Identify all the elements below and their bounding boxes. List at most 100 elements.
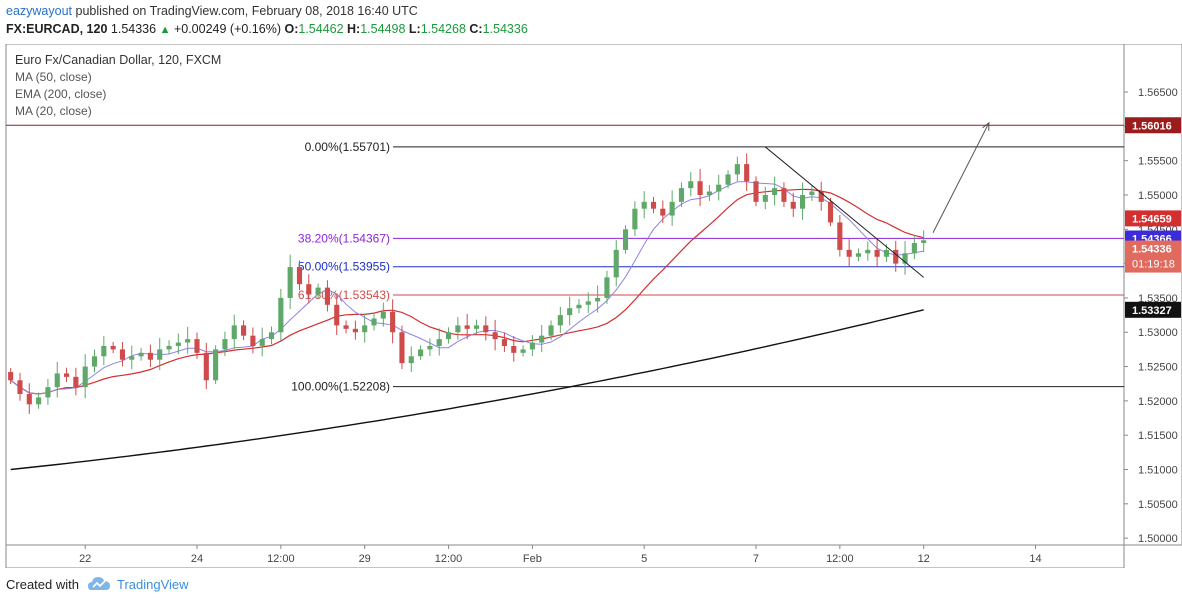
candle-body bbox=[91, 356, 98, 367]
candle-body bbox=[567, 308, 573, 316]
candle-body bbox=[427, 345, 433, 350]
trendline bbox=[764, 146, 925, 278]
candle-body bbox=[893, 249, 899, 264]
candle-body bbox=[315, 287, 321, 295]
candle-body bbox=[334, 304, 340, 326]
time-tick-label: 7 bbox=[753, 553, 759, 565]
candle-body bbox=[762, 194, 768, 202]
candle-body bbox=[818, 191, 824, 202]
time-axis[interactable] bbox=[5, 544, 1125, 568]
candle-body bbox=[604, 277, 610, 298]
close-value: 1.54336 bbox=[482, 22, 528, 36]
time-tick-label: 5 bbox=[641, 553, 647, 565]
candle-body bbox=[231, 325, 237, 340]
up-triangle-icon: ▲ bbox=[159, 24, 171, 36]
candle-body bbox=[213, 349, 219, 381]
legend-ma20[interactable]: MA (20, close) bbox=[15, 104, 92, 118]
footer: Created with TradingView bbox=[0, 568, 1182, 602]
fib-level-100-label: 100.00%(1.52208) bbox=[291, 380, 390, 394]
candle-body bbox=[539, 335, 545, 343]
candle-body bbox=[306, 284, 312, 295]
high-value: 1.54498 bbox=[360, 22, 406, 36]
candle-body bbox=[874, 249, 880, 257]
candle-body bbox=[101, 345, 107, 357]
candle-body bbox=[548, 325, 554, 336]
candle-body bbox=[585, 301, 591, 305]
open-value: 1.54462 bbox=[298, 22, 344, 36]
candle-body bbox=[399, 332, 405, 364]
candle-body bbox=[827, 201, 834, 223]
low-label: L: bbox=[408, 22, 421, 36]
candle-body bbox=[846, 249, 852, 257]
resistance-price-label-bg bbox=[1125, 117, 1181, 134]
candle-body bbox=[250, 335, 256, 346]
ema200-line bbox=[10, 309, 924, 471]
projection-arrow-line bbox=[932, 122, 990, 233]
time-tick-label: 12:00 bbox=[826, 553, 854, 565]
price-tick-label: 1.50500 bbox=[1138, 499, 1178, 511]
last-price: 1.54336 bbox=[110, 22, 157, 36]
candle-body bbox=[390, 311, 396, 333]
candle-body bbox=[706, 191, 712, 195]
bar-countdown-label: 01:19:18 bbox=[1132, 259, 1175, 271]
candle-body bbox=[455, 325, 461, 333]
candle-body bbox=[641, 201, 647, 209]
price-change: +0.00249 (+0.16%) bbox=[173, 22, 281, 36]
candle-body bbox=[716, 184, 722, 192]
candle-body bbox=[855, 253, 862, 257]
candle-body bbox=[632, 208, 638, 230]
close-label: C: bbox=[469, 22, 483, 36]
candle-body bbox=[772, 188, 778, 195]
projection-arrow-head bbox=[982, 121, 990, 131]
candle-body bbox=[175, 342, 181, 346]
candle-body bbox=[380, 311, 386, 319]
drawings[interactable] bbox=[6, 121, 1124, 278]
candle-body bbox=[725, 174, 731, 185]
last-price-label: 1.54336 bbox=[1132, 244, 1172, 256]
candle-body bbox=[678, 188, 685, 202]
candle-body bbox=[110, 345, 116, 350]
candle-body bbox=[464, 325, 470, 329]
open-label: O: bbox=[284, 22, 299, 36]
fib-level-50-label: 50.00%(1.53955) bbox=[298, 260, 390, 274]
candle-body bbox=[259, 339, 265, 346]
candle-body bbox=[352, 328, 358, 333]
legend-ma50[interactable]: MA (50, close) bbox=[15, 70, 92, 84]
candle-body bbox=[418, 349, 424, 357]
fibonacci-retracement[interactable]: 0.00%(1.55701) 38.20%(1.54367) 50.00%(1.53… bbox=[291, 140, 1124, 394]
candle-body bbox=[660, 208, 666, 216]
chart-title: Euro Fx/Canadian Dollar, 120, FXCM bbox=[15, 53, 221, 67]
price-tick-label: 1.55500 bbox=[1138, 156, 1178, 168]
low-value: 1.54268 bbox=[420, 22, 466, 36]
candle-body bbox=[45, 387, 51, 398]
candle-body bbox=[296, 267, 303, 285]
candle-body bbox=[129, 356, 135, 360]
tradingview-cloud-icon[interactable] bbox=[88, 575, 112, 593]
time-ticks: 22 24 12:00 29 12:00 Feb 5 7 12:00 12 14 bbox=[79, 545, 1042, 565]
candle-body bbox=[343, 325, 349, 329]
candle-body bbox=[883, 249, 889, 257]
price-tick-label: 1.55000 bbox=[1138, 190, 1178, 202]
candle-body bbox=[529, 342, 535, 350]
author-link[interactable]: eazywayout bbox=[6, 4, 73, 18]
candle-body bbox=[278, 297, 284, 333]
resistance-price-label: 1.56016 bbox=[1132, 120, 1172, 132]
candle-body bbox=[473, 325, 480, 329]
candle-body bbox=[119, 349, 126, 360]
created-with-text: Created with bbox=[6, 577, 79, 592]
candle-body bbox=[837, 222, 843, 250]
price-chart[interactable]: 1.565001.560001.555001.550001.545001.540… bbox=[0, 44, 1182, 568]
fib-level-61-8-label: 61.80%(1.53543) bbox=[298, 288, 390, 302]
time-tick-label: 12:00 bbox=[435, 553, 463, 565]
time-tick-label: 14 bbox=[1029, 553, 1041, 565]
candle-body bbox=[222, 339, 228, 350]
tradingview-link[interactable]: TradingView bbox=[117, 577, 189, 592]
high-label: H: bbox=[347, 22, 361, 36]
candle-body bbox=[557, 315, 563, 326]
published-text: published on TradingView.com, February 0… bbox=[72, 4, 418, 18]
candle-body bbox=[408, 356, 414, 364]
legend-ema200[interactable]: EMA (200, close) bbox=[15, 87, 106, 101]
candle-body bbox=[809, 191, 815, 195]
fib-level-38-2-label: 38.20%(1.54367) bbox=[298, 231, 390, 245]
candle-body bbox=[166, 345, 172, 350]
